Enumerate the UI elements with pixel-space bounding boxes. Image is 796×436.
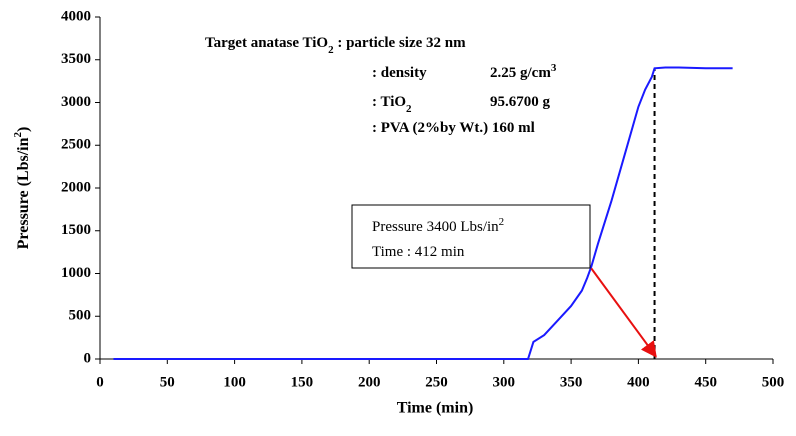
y-axis-label: Pressure (Lbs/in2) [12,127,32,250]
x-tick-label: 100 [223,374,246,390]
superscript: 3 [551,62,557,74]
chart: Time (min) 05001000150020002500300035004… [0,0,796,436]
text-part: ) [15,127,32,132]
y-tick-label: 500 [69,308,92,324]
x-tick-label: 200 [358,374,381,390]
y-tick-label: 2000 [61,179,91,195]
text-part: Time : 412 min [372,244,465,260]
text-part: Target anatase TiO [205,35,328,51]
page: Time (min) 05001000150020002500300035004… [0,0,796,436]
annotation: : TiO2 [372,94,412,114]
annotation: 95.6700 g [490,94,551,110]
text-part: : density [372,65,427,81]
x-tick-label: 150 [291,374,314,390]
y-tick-label: 0 [84,350,92,366]
x-axis-label: Time (min) [397,400,474,417]
y-tick-label: 4000 [61,8,91,24]
x-tick-label: 300 [493,374,516,390]
x-tick-label: 450 [694,374,717,390]
text-part: 95.6700 g [490,94,551,110]
text-part: : particle size 32 nm [334,35,467,51]
text-part: Pressure (Lbs/in [15,137,32,249]
y-tick-label: 1500 [61,222,91,238]
arrow [591,268,656,356]
superscript: 2 [499,216,505,228]
x-tick-label: 400 [627,374,650,390]
x-tick-label: 50 [160,374,175,390]
text-part: 2.25 g/cm [490,65,551,81]
x-tick-label: 0 [96,374,104,390]
box-text: Time : 412 min [372,244,465,260]
y-tick-label: 2500 [61,137,91,153]
box-text: Pressure 3400 Lbs/in2 [372,216,504,236]
x-tick-label: 350 [560,374,583,390]
y-tick-label: 3000 [61,94,91,110]
y-tick-label: 1000 [61,265,91,281]
text-part: Pressure 3400 Lbs/in [372,219,499,235]
annotation: 2.25 g/cm3 [490,62,557,82]
x-tick-label: 250 [425,374,448,390]
annotation: Target anatase TiO2 : particle size 32 n… [205,35,466,55]
text-part: : TiO [372,94,406,110]
x-tick-label: 500 [762,374,785,390]
annotation: : density [372,65,427,81]
annotation: : PVA (2%by Wt.) 160 ml [372,120,535,136]
text-part: : PVA (2%by Wt.) 160 ml [372,120,535,136]
subscript: 2 [406,103,412,115]
y-tick-label: 3500 [61,51,91,67]
